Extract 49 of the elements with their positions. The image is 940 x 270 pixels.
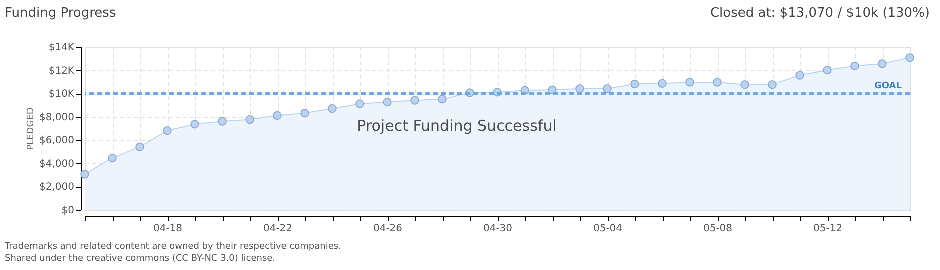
point: [273, 111, 282, 120]
chart-title: Funding Progress: [5, 6, 116, 21]
x-tick-label: 05-12: [813, 224, 843, 234]
y-tick-label: $10K: [48, 89, 75, 100]
annotation: Project Funding Successful: [357, 117, 557, 135]
point: [163, 126, 172, 136]
point: [136, 142, 144, 152]
x-tick-label: 05-08: [703, 224, 733, 234]
point: [108, 154, 117, 163]
text: Trademarks and related content are owned by their respective companies.: [4, 242, 342, 252]
y-tick-label: $4,000: [40, 158, 74, 170]
point: [823, 66, 832, 75]
point: [713, 78, 722, 87]
point: [658, 79, 667, 88]
y-tick-label: $6,000: [40, 136, 74, 147]
point: [246, 115, 254, 124]
x-tick-label: 04-18: [153, 224, 183, 234]
y-tick-label: $12K: [48, 66, 75, 77]
text: Shared under the creative commons (CC BY-NC 3.0) license.: [5, 254, 276, 264]
ref-line-label: GOAL: [874, 82, 902, 92]
point: [796, 71, 804, 80]
point: [410, 96, 420, 105]
point: [630, 80, 640, 89]
x-tick-label: 04-30: [483, 224, 513, 234]
point: [768, 80, 777, 90]
point: [740, 80, 750, 90]
point: [190, 120, 200, 129]
y-tick-label: $8,000: [40, 112, 74, 124]
x-tick-label: 04-26: [373, 224, 403, 234]
point: [850, 62, 860, 71]
y-tick-label: $0: [62, 206, 74, 216]
chart-subtitle: Closed at: $13,070 / $10k (130%): [710, 6, 930, 21]
y-axis-title: PLEDGED: [26, 108, 37, 150]
point: [878, 60, 887, 68]
x-tick-label: 05-04: [593, 224, 623, 234]
point: [300, 109, 310, 118]
point: [218, 117, 227, 126]
point: [328, 104, 337, 114]
point: [906, 53, 914, 62]
point: [576, 84, 584, 94]
y-tick-label: $14K: [48, 42, 75, 54]
point: [356, 100, 364, 108]
point: [603, 84, 612, 94]
x-tick-label: 04-22: [263, 224, 293, 234]
point: [383, 98, 392, 107]
point: [686, 78, 694, 87]
point: [80, 170, 90, 179]
y-tick-label: $2,000: [40, 182, 74, 194]
point: [438, 95, 447, 104]
